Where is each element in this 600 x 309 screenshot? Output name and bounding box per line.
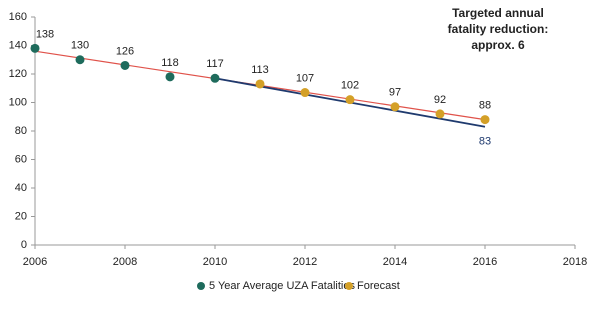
- data-label: 107: [296, 72, 314, 84]
- data-label: 97: [389, 87, 401, 99]
- x-tick-label: 2006: [23, 256, 47, 268]
- point: [480, 115, 490, 125]
- point: [435, 109, 445, 119]
- y-tick-label: 100: [9, 96, 27, 108]
- x-tick-label: 2010: [203, 256, 227, 268]
- data-label: 88: [479, 100, 491, 112]
- x-tick-label: 2016: [473, 256, 497, 268]
- x-tick-label: 2008: [113, 256, 137, 268]
- x-tick-label: 2014: [383, 256, 407, 268]
- data-label: 126: [116, 45, 134, 57]
- data-label: 138: [36, 28, 54, 40]
- y-tick-label: 60: [15, 153, 27, 165]
- point: [345, 95, 355, 105]
- annotation: approx. 6: [471, 38, 525, 52]
- y-tick-label: 80: [15, 125, 27, 137]
- point: [75, 55, 85, 65]
- legend-label: Forecast: [357, 280, 400, 292]
- data-label: 102: [341, 80, 359, 92]
- legend-marker: [345, 282, 353, 290]
- target-label: 83: [479, 136, 491, 148]
- legend-marker: [197, 282, 205, 290]
- x-tick-label: 2012: [293, 256, 317, 268]
- y-tick-label: 140: [9, 39, 27, 51]
- data-label: 117: [206, 58, 224, 70]
- x-tick-label: 2018: [563, 256, 587, 268]
- y-tick-label: 160: [9, 11, 27, 23]
- data-label: 92: [434, 94, 446, 106]
- y-tick-label: 0: [21, 239, 27, 251]
- data-label: 130: [71, 40, 89, 52]
- legend-label: 5 Year Average UZA Fatalities: [209, 280, 355, 292]
- point: [300, 88, 310, 98]
- y-tick-label: 20: [15, 210, 27, 222]
- point: [165, 72, 175, 82]
- annotation: Targeted annual: [452, 6, 544, 20]
- data-label: 113: [251, 64, 269, 76]
- point: [30, 43, 40, 53]
- y-tick-label: 40: [15, 182, 27, 194]
- data-label: 118: [161, 57, 179, 69]
- point: [210, 73, 220, 83]
- point: [120, 60, 130, 70]
- annotation: fatality reduction:: [448, 22, 549, 36]
- point: [255, 79, 265, 89]
- point: [390, 102, 400, 112]
- y-tick-label: 120: [9, 68, 27, 80]
